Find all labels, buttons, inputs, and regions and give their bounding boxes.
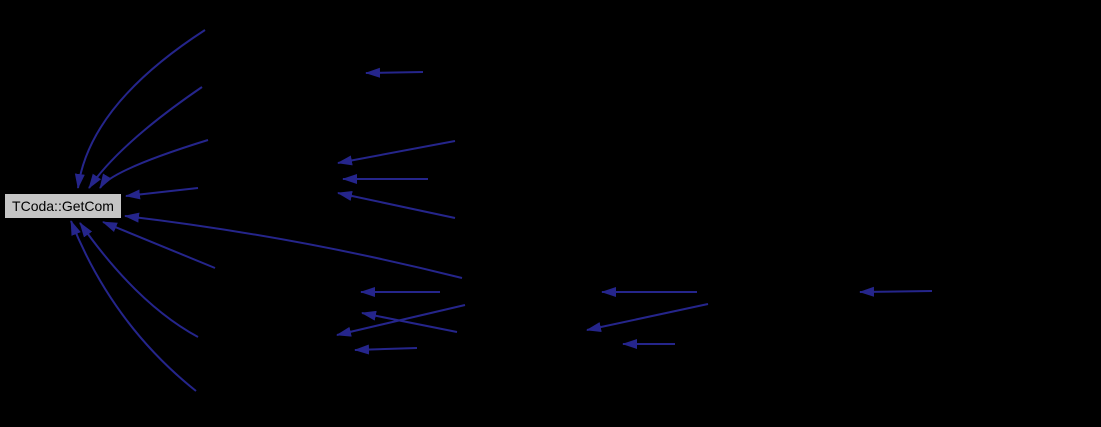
graph-edge (70, 220, 197, 392)
graph-node[interactable]: TCoda::GetCom (4, 193, 122, 219)
graph-edge (354, 344, 418, 355)
graph-edge (337, 191, 456, 219)
graph-edge (124, 212, 463, 279)
graph-edge (88, 86, 203, 189)
graph-node-label: TCoda::GetCom (12, 198, 114, 214)
graph-edge (365, 67, 424, 78)
graph-edge (79, 222, 199, 338)
graph-edge (336, 304, 466, 337)
graph-edge (74, 29, 206, 189)
graph-edge (859, 286, 933, 297)
graph-edge (361, 310, 458, 333)
graph-edge (102, 221, 216, 269)
graph-edge (125, 187, 199, 200)
graph-edge (337, 140, 456, 166)
graph-edge (586, 303, 709, 332)
graph-edge (99, 139, 209, 189)
